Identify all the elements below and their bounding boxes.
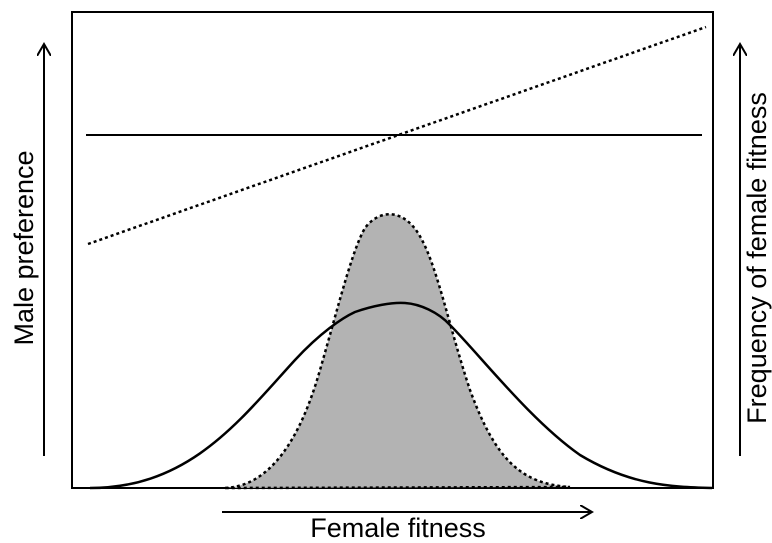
wide-distribution-curve [89,301,713,490]
increasing-preference-line [87,25,707,246]
narrow-distribution-curve [224,213,571,490]
plot-frame [71,11,714,489]
x-axis-label: Female fitness [310,513,486,543]
y-axis-right-label: Frequency of female fitness [742,92,772,424]
y-axis-left-label: Male preference [9,150,39,345]
